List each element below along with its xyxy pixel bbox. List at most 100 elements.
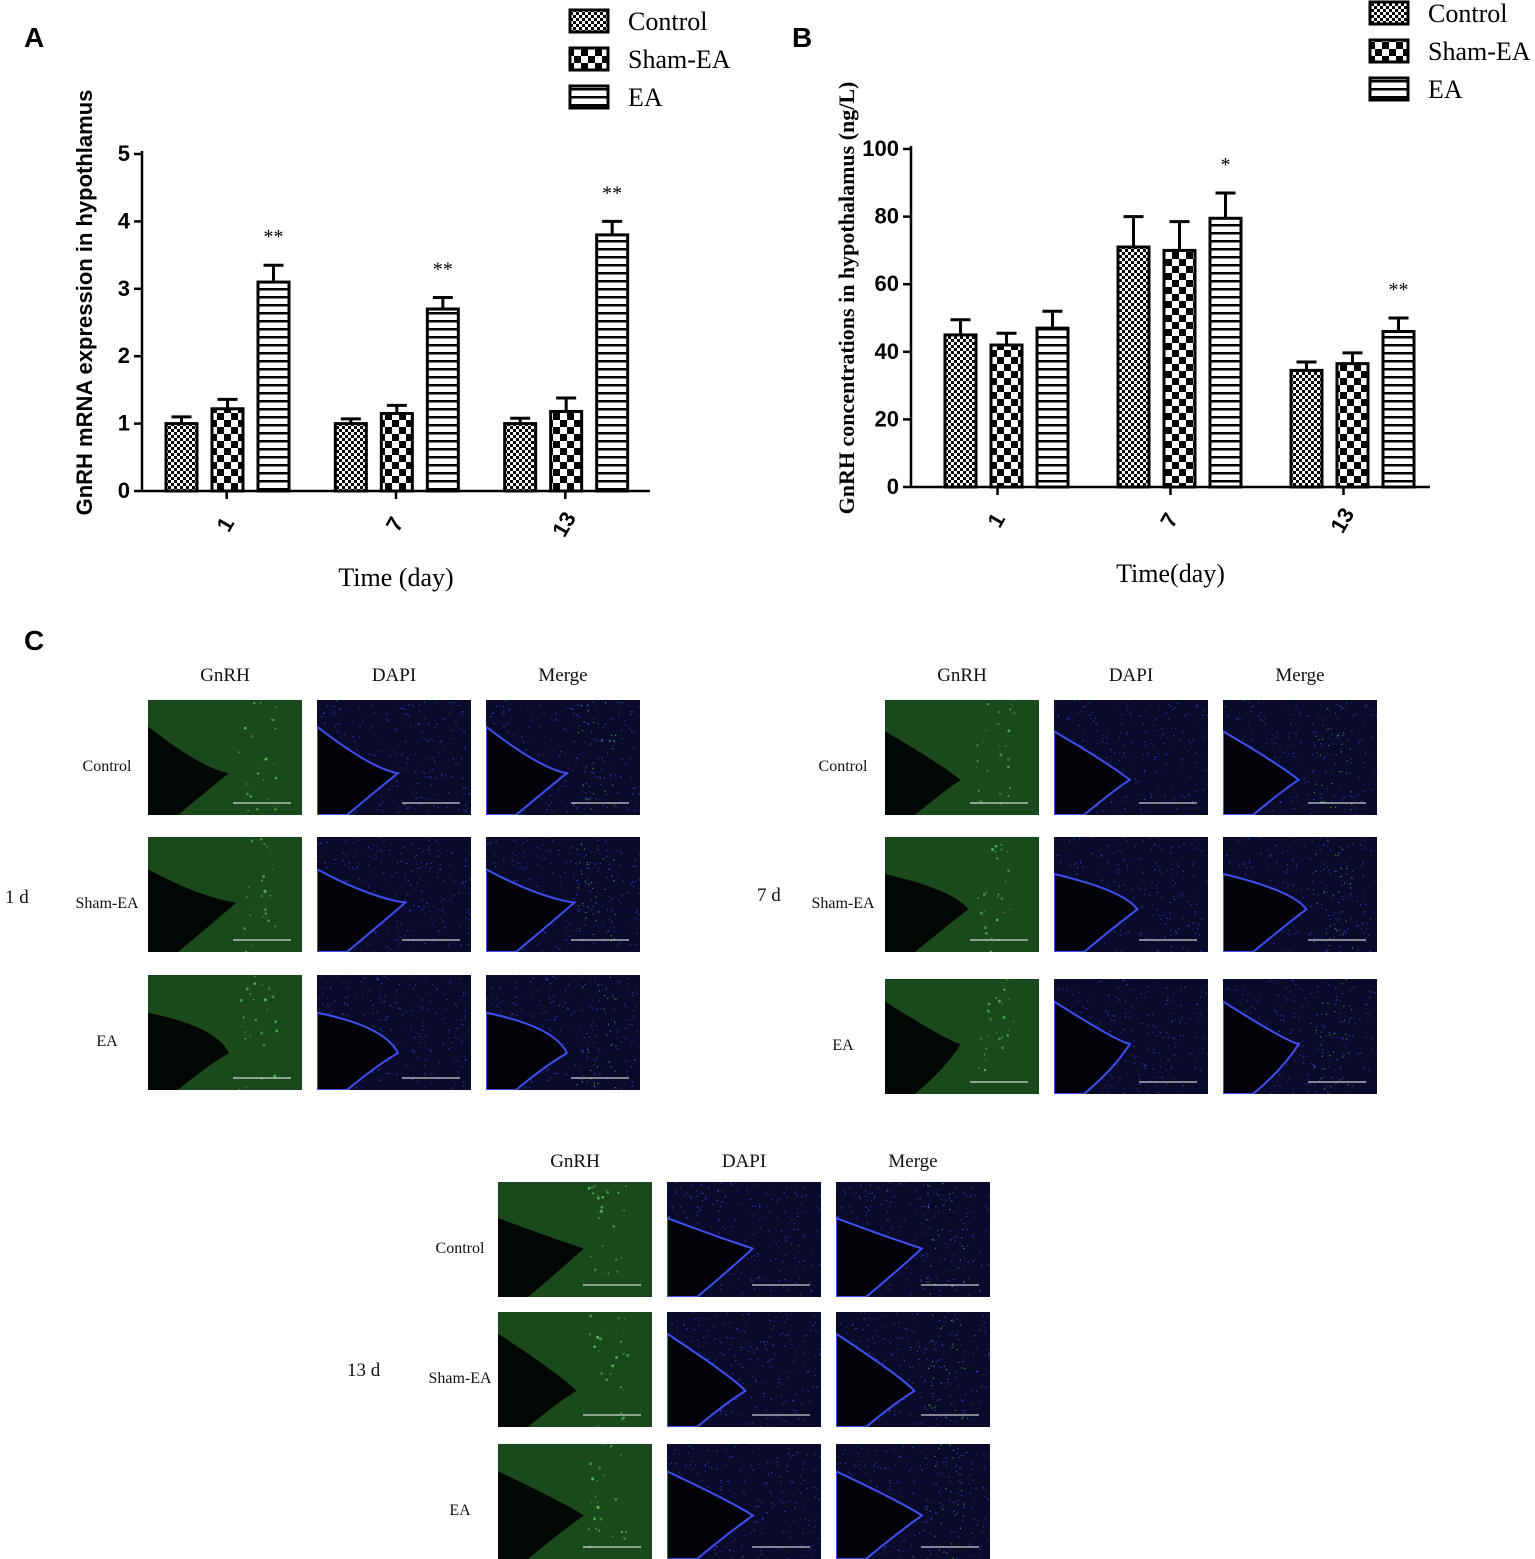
bar-ea <box>1381 330 1416 489</box>
column-header-dapi: DAPI <box>721 1151 767 1172</box>
column-header-gnrh: GnRH <box>550 1151 600 1172</box>
micrograph-merge <box>1223 837 1377 952</box>
x-tick-label: 13 <box>1325 503 1359 537</box>
micrograph-gnrh <box>148 837 302 952</box>
micrograph-gnrh <box>148 975 302 1090</box>
micrograph-gnrh <box>498 1182 652 1297</box>
micrograph-merge <box>486 975 640 1090</box>
micrograph-dapi <box>317 975 471 1090</box>
y-tick-label: 60 <box>875 271 899 296</box>
micrograph-gnrh <box>885 700 1039 815</box>
x-tick-label: 13 <box>547 507 581 541</box>
row-label-ea: EA <box>96 1033 118 1050</box>
y-axis-label: GnRH mRNA expression in hypothlamus <box>72 90 97 516</box>
column-header-dapi: DAPI <box>1108 665 1154 686</box>
micrograph-gnrh <box>885 837 1039 952</box>
y-tick-label: 2 <box>118 343 130 368</box>
row-label-sham-ea: Sham-EA <box>811 895 875 912</box>
bar-control <box>1116 245 1151 489</box>
x-tick-label: 7 <box>381 513 409 536</box>
y-tick-label: 1 <box>118 411 130 436</box>
micrograph-dapi <box>1054 700 1208 815</box>
bar-sham-ea <box>1162 248 1197 489</box>
bar-ea <box>1208 216 1243 489</box>
bar-control <box>333 422 368 493</box>
y-tick-label: 0 <box>118 478 130 503</box>
micrograph-group-1d: GnRH DAPI Merge 1 d Control Sham-EA EA <box>0 665 760 1095</box>
panel-letter-c: C <box>24 625 45 656</box>
significance-mark: ** <box>264 226 284 248</box>
legend-swatch <box>1368 0 1410 26</box>
y-tick-label: 0 <box>887 474 899 499</box>
micrograph-dapi <box>667 1312 821 1427</box>
significance-mark: * <box>1221 154 1231 176</box>
column-header-merge: Merge <box>888 1151 938 1172</box>
bar-sham-ea <box>1335 362 1370 489</box>
day-label: 13 d <box>347 1360 381 1381</box>
micrograph-dapi <box>1054 979 1208 1094</box>
row-label-control: Control <box>82 758 132 775</box>
column-header-merge: Merge <box>1275 665 1325 686</box>
x-axis-label: Time (day) <box>338 563 453 592</box>
significance-mark: ** <box>1389 279 1409 301</box>
micrograph-dapi <box>317 837 471 952</box>
micrograph-merge <box>486 837 640 952</box>
bar-sham-ea <box>210 407 245 493</box>
y-tick-label: 3 <box>118 276 130 301</box>
micrograph-dapi <box>667 1182 821 1297</box>
x-tick-label: 1 <box>982 509 1010 532</box>
micrograph-gnrh <box>498 1312 652 1427</box>
bar-ea <box>1035 326 1070 489</box>
bar-sham-ea <box>549 409 584 493</box>
significance-mark: ** <box>433 259 453 281</box>
column-header-gnrh: GnRH <box>200 665 250 686</box>
micrograph-gnrh <box>498 1444 652 1559</box>
column-header-merge: Merge <box>538 665 588 686</box>
legend-swatch <box>568 46 610 72</box>
micrograph-gnrh <box>885 979 1039 1094</box>
column-header-gnrh: GnRH <box>937 665 987 686</box>
bar-control <box>943 333 978 489</box>
x-tick-label: 7 <box>1155 509 1183 532</box>
micrograph-merge <box>836 1312 990 1427</box>
chart-b: 0 20 40 60 80 100 1 7 * 13 ** Time(day) GnRH concent… <box>834 0 1531 588</box>
micrograph-merge <box>486 700 640 815</box>
y-tick-label: 4 <box>118 208 131 233</box>
y-tick-label: 80 <box>875 204 899 229</box>
bar-ea <box>425 307 460 493</box>
legend-swatch <box>1368 38 1410 64</box>
legend-label: Control <box>628 7 707 36</box>
row-label-control: Control <box>435 1240 485 1257</box>
legend-label: EA <box>1428 75 1463 104</box>
panel-letter-a: A <box>24 22 45 53</box>
bar-ea <box>256 280 291 493</box>
row-label-ea: EA <box>832 1037 854 1054</box>
day-label: 7 d <box>757 885 781 906</box>
micrograph-group-13d: GnRH DAPI Merge 13 d Control Sham-EA EA <box>330 1145 1030 1559</box>
micrograph-dapi <box>317 700 471 815</box>
row-label-sham-ea: Sham-EA <box>75 895 139 912</box>
micrograph-dapi <box>1054 837 1208 952</box>
x-axis-label: Time(day) <box>1116 559 1225 588</box>
legend-label: Sham-EA <box>628 45 731 74</box>
bar-ea <box>595 233 630 493</box>
panel-letter-b: B <box>792 22 813 53</box>
row-label-sham-ea: Sham-EA <box>428 1370 492 1387</box>
day-label: 1 d <box>5 887 29 908</box>
micrograph-merge <box>1223 979 1377 1094</box>
legend-swatch <box>568 84 610 110</box>
micrograph-dapi <box>667 1444 821 1559</box>
row-label-control: Control <box>818 758 868 775</box>
y-tick-label: 100 <box>862 136 899 161</box>
x-tick-label: 1 <box>211 513 239 536</box>
micrograph-gnrh <box>148 700 302 815</box>
y-tick-label: 20 <box>875 406 899 431</box>
legend-swatch <box>1368 76 1410 102</box>
micrograph-group-7d: GnRH DAPI Merge 7 d Control Sham-EA EA <box>735 665 1415 1095</box>
micrograph-merge <box>1223 700 1377 815</box>
bar-control <box>1289 368 1324 489</box>
legend-swatch <box>568 8 610 34</box>
chart-a: 0 1 2 3 4 5 1 ** 7 ** 13 ** Time (day) GnRH mRNA expr… <box>72 7 731 592</box>
bar-sham-ea <box>989 343 1024 489</box>
legend-label: EA <box>628 83 663 112</box>
